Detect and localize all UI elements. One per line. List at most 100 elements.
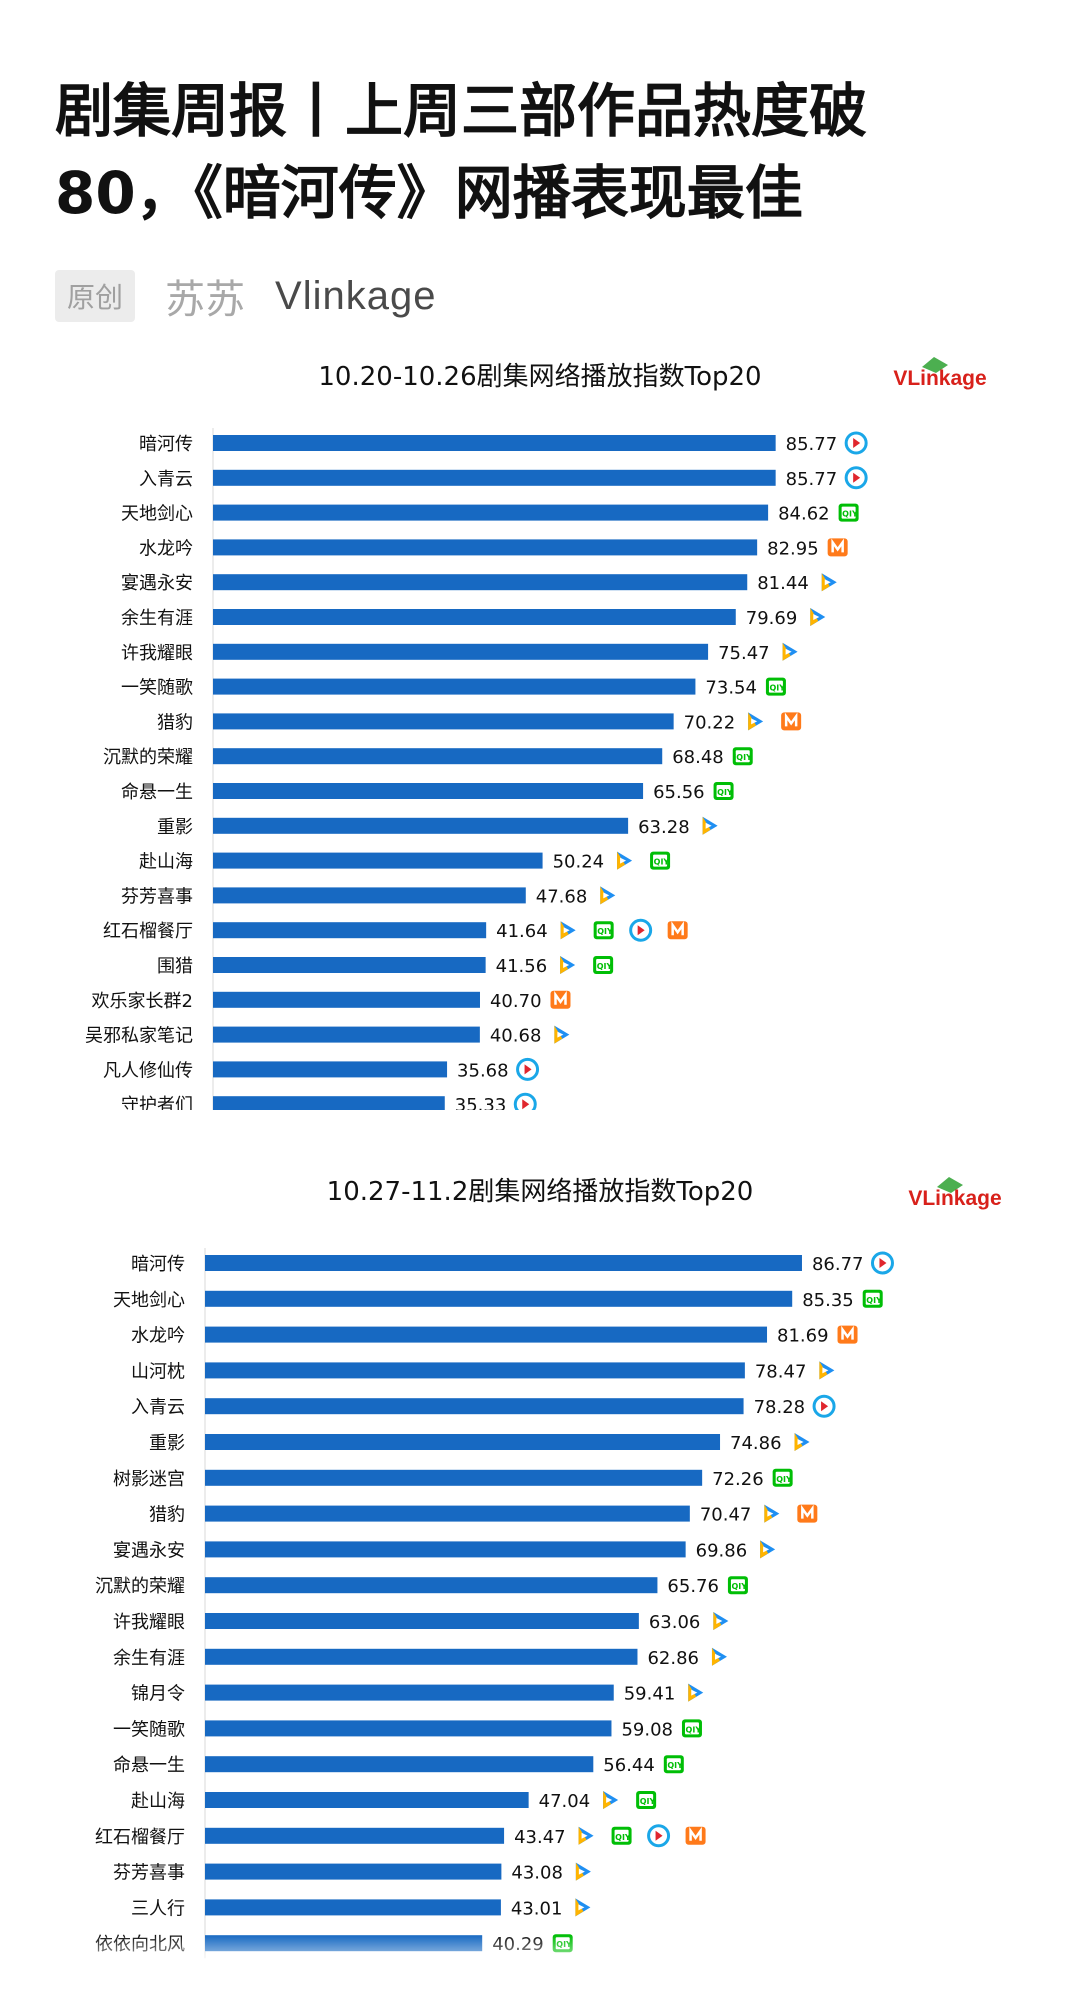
tencent-icon — [756, 1539, 777, 1560]
category-label: 水龙吟 — [139, 538, 193, 559]
value-label: 85.77 — [786, 469, 838, 490]
tencent-icon — [817, 572, 838, 593]
iqiyi-icon: iQIY — [732, 747, 753, 766]
category-label: 余生有涯 — [113, 1648, 185, 1669]
bar — [213, 1061, 448, 1078]
tencent-icon — [790, 1432, 811, 1452]
bar — [213, 713, 674, 730]
svg-text:iQIY: iQIY — [595, 927, 614, 936]
value-label: 86.77 — [812, 1254, 864, 1275]
value-label: 63.06 — [649, 1612, 701, 1633]
bar — [213, 678, 696, 695]
category-label: 沉默的荣耀 — [95, 1576, 185, 1597]
bar — [205, 1792, 529, 1808]
author-name[interactable]: 苏苏 — [165, 277, 246, 323]
logo-mark — [922, 357, 948, 373]
chart-title: 10.27-11.2剧集网络播放指数Top20 — [327, 1177, 754, 1207]
value-label: 79.69 — [746, 608, 798, 629]
tencent-icon — [571, 1861, 592, 1882]
bar — [205, 1326, 768, 1343]
iqiyi-icon: iQIY — [713, 782, 734, 800]
bar — [213, 887, 526, 904]
bar — [213, 1026, 480, 1043]
category-label: 许我耀眼 — [121, 643, 193, 664]
mango-icon — [685, 1826, 706, 1845]
value-label: 84.62 — [778, 504, 830, 525]
svg-text:iQIY: iQIY — [864, 1296, 883, 1305]
category-label: 山河枕 — [131, 1361, 185, 1382]
article-title-line-1: 剧集周报丨上周三部作品热度破 — [55, 77, 868, 145]
bar — [205, 1827, 505, 1844]
bar — [205, 1648, 638, 1665]
mango-icon — [781, 712, 802, 731]
category-label: 猎豹 — [149, 1505, 185, 1526]
tencent-icon — [613, 850, 634, 871]
category-label: 沉默的荣耀 — [103, 747, 193, 768]
tencent-icon — [744, 711, 765, 732]
bar — [205, 1613, 639, 1629]
value-label: 78.47 — [755, 1361, 807, 1382]
bar — [205, 1756, 594, 1773]
chart-week-2: 10.27-11.2剧集网络播放指数Top20 VLinkage 暗河传 86.77 天… — [0, 1165, 1080, 1995]
value-label: 73.54 — [705, 678, 757, 699]
bar — [205, 1434, 721, 1450]
tencent-icon — [599, 1790, 620, 1810]
category-label: 暗河传 — [139, 434, 193, 455]
iqiyi-icon: iQIY — [650, 851, 671, 870]
svg-text:iQIY: iQIY — [734, 753, 753, 762]
bar — [205, 1255, 802, 1271]
chart-svg: 10.20-10.26剧集网络播放指数Top20 VLinkage 暗河传 85.77… — [85, 357, 987, 1110]
youku-icon — [629, 918, 653, 942]
value-label: 40.68 — [490, 1026, 542, 1047]
category-label: 暗河传 — [131, 1254, 185, 1275]
article-title: 剧集周报丨上周三部作品热度破 80，《暗河传》网播表现最佳 — [55, 70, 1035, 234]
value-label: 59.08 — [621, 1719, 673, 1740]
category-label: 锦月令 — [131, 1684, 185, 1705]
iqiyi-icon: iQIY — [727, 1576, 748, 1595]
vlinkage-logo: VLinkage — [893, 357, 987, 390]
category-label: 水龙吟 — [131, 1326, 185, 1347]
mango-icon — [827, 538, 848, 557]
svg-text:iQIY: iQIY — [665, 1761, 684, 1770]
category-label: 吴邪私家笔记 — [85, 1026, 193, 1047]
svg-text:iQIY: iQIY — [683, 1725, 702, 1734]
iqiyi-icon: iQIY — [636, 1791, 657, 1809]
category-label: 树影迷宫 — [113, 1469, 185, 1490]
logo-text: VLinkage — [893, 367, 986, 390]
category-label: 命悬一生 — [113, 1755, 185, 1776]
iqiyi-icon: iQIY — [862, 1289, 883, 1308]
value-label: 72.26 — [712, 1469, 764, 1490]
tencent-icon — [556, 955, 577, 975]
tencent-icon — [815, 1360, 836, 1381]
iqiyi-icon: iQIY — [772, 1468, 793, 1487]
category-label: 宴遇永安 — [113, 1539, 185, 1561]
mango-icon — [667, 921, 688, 940]
bar — [213, 539, 758, 556]
value-label: 85.77 — [786, 434, 838, 455]
source-name[interactable]: Vlinkage — [275, 273, 437, 318]
category-label: 重影 — [157, 817, 193, 838]
chart-title: 10.20-10.26剧集网络播放指数Top20 — [318, 362, 761, 392]
category-label: 三人行 — [131, 1898, 185, 1919]
svg-text:iQIY: iQIY — [767, 684, 786, 693]
tencent-icon — [778, 641, 799, 662]
value-label: 40.70 — [490, 991, 542, 1012]
value-label: 70.22 — [684, 712, 736, 733]
value-label: 59.41 — [624, 1684, 676, 1705]
iqiyi-icon: iQIY — [663, 1755, 684, 1774]
iqiyi-icon: iQIY — [593, 921, 614, 940]
value-label: 47.68 — [536, 886, 588, 907]
svg-text:iQIY: iQIY — [594, 962, 613, 971]
tencent-icon — [806, 607, 827, 627]
tencent-icon — [684, 1682, 705, 1703]
bar — [205, 1398, 744, 1415]
category-label: 入青云 — [139, 469, 193, 490]
value-label: 41.56 — [496, 956, 548, 977]
svg-text:iQIY: iQIY — [637, 1797, 656, 1806]
value-label: 70.47 — [700, 1505, 752, 1526]
bar — [205, 1720, 612, 1737]
bar — [205, 1684, 614, 1701]
bar — [213, 469, 776, 486]
category-label: 芬芳喜事 — [121, 886, 193, 907]
bar — [213, 991, 480, 1008]
